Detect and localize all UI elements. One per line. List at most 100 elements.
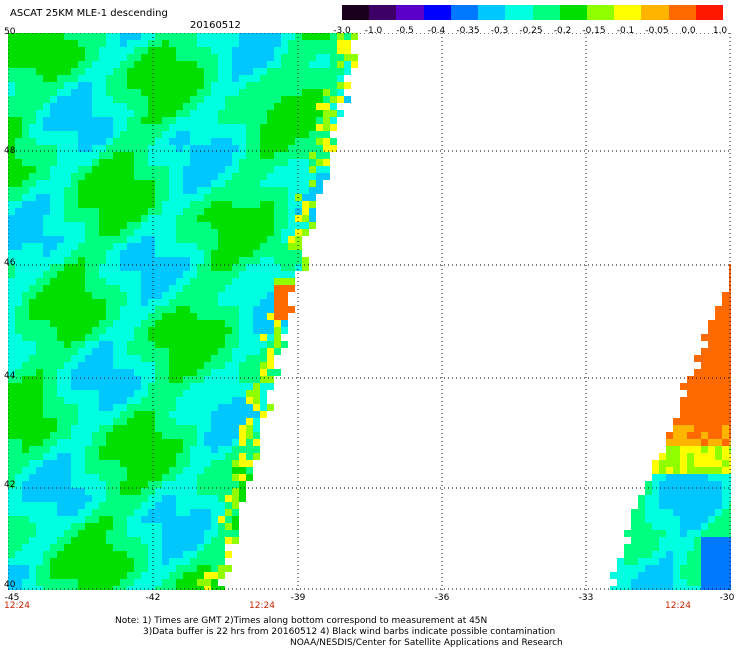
swath-cell — [29, 264, 36, 271]
swath-cell — [246, 236, 253, 243]
swath-cell — [22, 243, 29, 250]
swath-cell — [106, 579, 113, 586]
swath-cell — [645, 579, 652, 586]
swath-cell — [197, 61, 204, 68]
swath-cell — [148, 579, 155, 586]
swath-cell — [722, 453, 729, 460]
swath-cell — [141, 355, 148, 362]
swath-cell — [281, 166, 288, 173]
swath-cell — [666, 488, 673, 495]
swath-cell — [134, 75, 141, 82]
swath-cell — [281, 159, 288, 166]
lat-label-48: 48 — [4, 146, 16, 156]
swath-cell — [246, 96, 253, 103]
swath-cell — [78, 208, 85, 215]
swath-cell — [29, 236, 36, 243]
swath-cell — [204, 54, 211, 61]
swath-cell — [120, 460, 127, 467]
swath-cell — [232, 278, 239, 285]
swath-cell — [113, 110, 120, 117]
swath-cell — [190, 138, 197, 145]
swath-cell — [176, 229, 183, 236]
swath-cell — [148, 376, 155, 383]
swath-cell — [617, 565, 624, 572]
swath-cell — [267, 383, 274, 390]
swath-cell — [295, 61, 302, 68]
swath-cell — [162, 264, 169, 271]
swath-cell — [253, 390, 260, 397]
swath-cell — [267, 82, 274, 89]
swath-cell — [92, 390, 99, 397]
swath-cell — [57, 530, 64, 537]
swath-cell — [239, 271, 246, 278]
swath-cell — [57, 495, 64, 502]
swath-cell — [694, 586, 701, 590]
swath-cell — [232, 229, 239, 236]
swath-cell — [127, 292, 134, 299]
swath-cell — [36, 257, 43, 264]
swath-cell — [71, 404, 78, 411]
swath-cell — [190, 481, 197, 488]
swath-cell — [260, 383, 267, 390]
swath-cell — [78, 201, 85, 208]
swath-cell — [36, 264, 43, 271]
swath-cell — [673, 453, 680, 460]
swath-cell — [57, 481, 64, 488]
swath-cell — [260, 327, 267, 334]
swath-cell — [183, 418, 190, 425]
swath-cell — [162, 516, 169, 523]
swath-cell — [715, 355, 722, 362]
swath-cell — [71, 446, 78, 453]
swath-cell — [8, 425, 15, 432]
swath-cell — [211, 432, 218, 439]
swath-cell — [141, 313, 148, 320]
swath-cell — [183, 222, 190, 229]
swath-cell — [78, 292, 85, 299]
swath-cell — [120, 180, 127, 187]
swath-cell — [253, 306, 260, 313]
swath-cell — [43, 194, 50, 201]
swath-cell — [162, 383, 169, 390]
swath-cell — [190, 180, 197, 187]
swath-cell — [22, 271, 29, 278]
swath-cell — [211, 173, 218, 180]
swath-cell — [113, 341, 120, 348]
swath-cell — [148, 523, 155, 530]
swath-cell — [141, 96, 148, 103]
swath-cell — [15, 537, 22, 544]
swath-cell — [204, 362, 211, 369]
swath-cell — [169, 586, 176, 590]
swath-cell — [652, 502, 659, 509]
swath-cell — [239, 299, 246, 306]
swath-cell — [141, 166, 148, 173]
swath-cell — [106, 397, 113, 404]
swath-cell — [708, 334, 715, 341]
swath-cell — [22, 327, 29, 334]
swath-cell — [190, 292, 197, 299]
swath-cell — [260, 306, 267, 313]
swath-cell — [190, 208, 197, 215]
swath-cell — [155, 201, 162, 208]
swath-cell — [652, 572, 659, 579]
swath-cell — [204, 425, 211, 432]
swath-cell — [22, 82, 29, 89]
swath-cell — [71, 425, 78, 432]
swath-cell — [190, 40, 197, 47]
swath-cell — [36, 208, 43, 215]
swath-cell — [141, 33, 148, 40]
swath-cell — [176, 103, 183, 110]
swath-cell — [337, 89, 344, 96]
swath-cell — [78, 495, 85, 502]
swath-cell — [106, 103, 113, 110]
swath-cell — [8, 418, 15, 425]
swath-cell — [92, 173, 99, 180]
swath-cell — [701, 509, 708, 516]
swath-cell — [92, 89, 99, 96]
swath-cell — [246, 474, 253, 481]
swath-cell — [106, 320, 113, 327]
swath-cell — [71, 579, 78, 586]
swath-cell — [120, 341, 127, 348]
swath-cell — [106, 432, 113, 439]
colorbar-swatch — [369, 5, 397, 20]
map-plot[interactable] — [8, 33, 731, 590]
